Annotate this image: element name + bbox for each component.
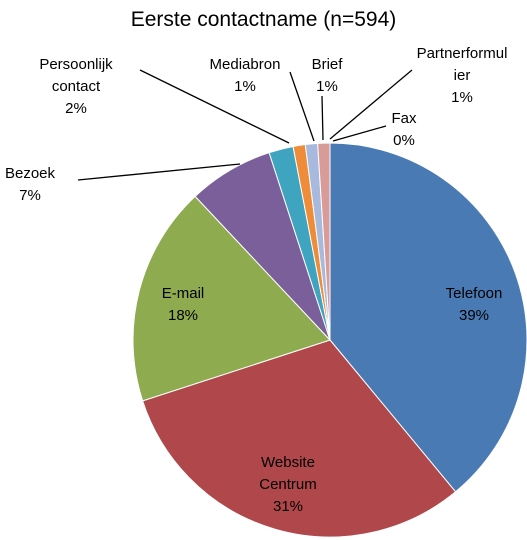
- pie-slice: [132, 195, 331, 402]
- leader-line: [139, 69, 290, 144]
- leader-line: [329, 69, 413, 140]
- value-label: 0%: [393, 132, 415, 149]
- category-label: Mediabron: [209, 56, 281, 73]
- slice-label: E-mail 18%: [143, 283, 223, 327]
- pie-slice: [329, 142, 527, 493]
- slice-label: Persoonlijk contact 2%: [26, 54, 126, 120]
- value-label: 39%: [458, 307, 490, 324]
- category-label: Fax: [391, 110, 417, 127]
- value-label: 1%: [316, 78, 338, 95]
- slice-label: Telefoon 39%: [429, 283, 519, 327]
- value-label: 1%: [234, 78, 256, 95]
- slice-label: Partnerformulier 1%: [416, 43, 508, 109]
- value-label: 18%: [167, 307, 199, 324]
- chart-title: Eerste contactname (n=594): [130, 8, 397, 31]
- slice-label: Bezoek 7%: [0, 163, 60, 207]
- leader-line: [289, 71, 315, 142]
- category-label: Website Centrum: [259, 454, 317, 493]
- value-label: 2%: [65, 100, 87, 117]
- pie-slice: [142, 339, 457, 538]
- leader-line: [332, 125, 387, 142]
- slice-label: Mediabron 1%: [200, 54, 290, 98]
- value-label: 1%: [451, 89, 473, 106]
- category-label: Bezoek: [4, 165, 56, 182]
- category-label: Persoonlijk contact: [39, 56, 113, 95]
- leader-line: [77, 163, 241, 181]
- slice-label: Fax 0%: [384, 108, 424, 152]
- value-label: 31%: [272, 498, 304, 515]
- slice-label: Website Centrum 31%: [248, 452, 328, 518]
- category-label: E-mail: [161, 285, 205, 302]
- leader-line: [321, 95, 324, 141]
- category-label: Brief: [311, 56, 343, 73]
- category-label: Telefoon: [445, 285, 503, 302]
- value-label: 7%: [19, 187, 41, 204]
- slice-label: Brief 1%: [302, 54, 352, 98]
- category-label: Partnerformulier: [416, 45, 508, 84]
